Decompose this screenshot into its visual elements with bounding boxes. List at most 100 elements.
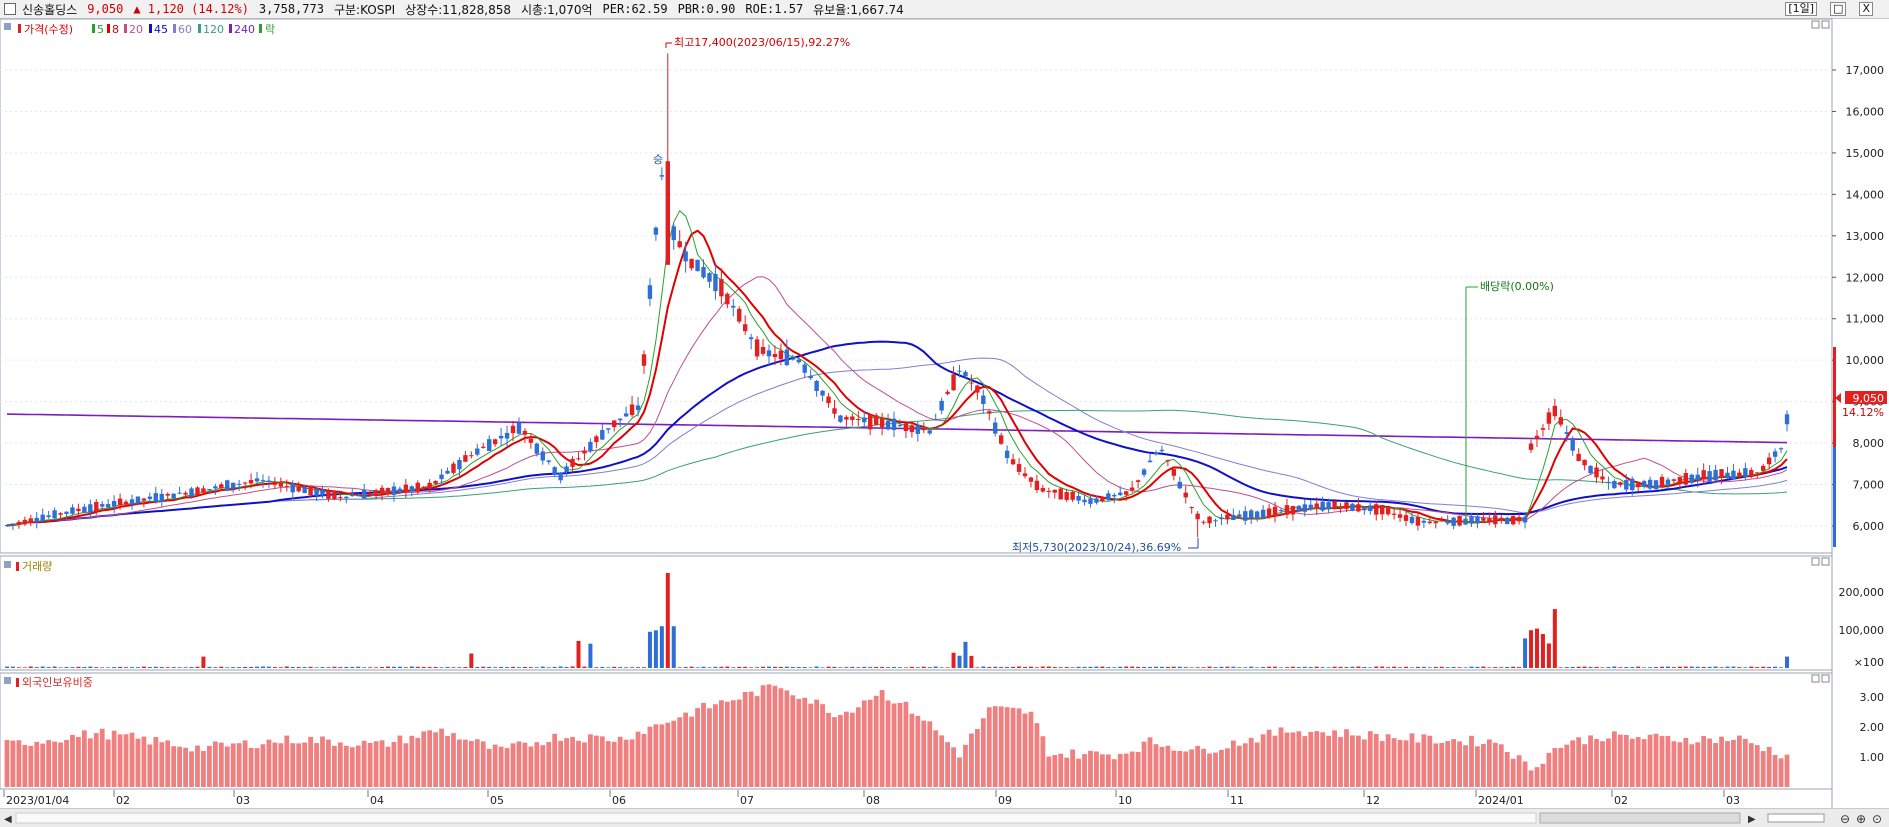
scroll-left-icon[interactable]: ◀: [4, 814, 12, 825]
volume-bar: [1767, 667, 1772, 668]
candle-body: [1784, 414, 1790, 425]
foreign-bar: [951, 747, 956, 787]
foreign-bar: [701, 702, 706, 787]
volume-bar: [1219, 666, 1224, 668]
volume-bar: [362, 667, 367, 668]
foreign-bar: [46, 740, 52, 787]
candle-body: [1451, 517, 1456, 526]
foreign-bar: [355, 745, 361, 787]
candle-body: [826, 396, 831, 404]
foreign-bar: [623, 739, 629, 787]
zoom-slider[interactable]: [1767, 813, 1825, 823]
candle-body: [582, 450, 587, 454]
candle-body: [558, 472, 563, 481]
volume-bar: [1028, 666, 1033, 668]
candle-body: [832, 408, 837, 414]
zoom-in-icon[interactable]: ⊕: [1856, 812, 1866, 826]
month-label: 10: [1118, 794, 1132, 807]
candle-body: [713, 273, 718, 292]
candle-body: [260, 480, 266, 482]
price-tick-label: 6,000: [1853, 520, 1885, 533]
ma60-line: [6, 357, 1788, 526]
volume-bar: [1296, 667, 1301, 668]
foreign-bar: [718, 700, 724, 787]
foreign-bar: [903, 701, 909, 787]
period-button[interactable]: [1일]: [1785, 2, 1818, 16]
volume-bar: [1261, 666, 1266, 668]
panel-buttons[interactable]: [1811, 20, 1830, 683]
candle-body: [522, 430, 528, 435]
candle-body: [897, 425, 903, 427]
volume-bar: [868, 667, 873, 668]
price-tick-label: 12,000: [1846, 271, 1885, 284]
month-label: 04: [370, 794, 384, 807]
scroll-track[interactable]: [15, 812, 1537, 824]
volume-bar: [1785, 656, 1790, 668]
foreign-bar: [1516, 755, 1522, 787]
foreign-bar: [1350, 735, 1355, 787]
foreign-bar: [486, 748, 492, 787]
volume-bar: [731, 667, 736, 668]
volume-bar: [1475, 666, 1480, 668]
scroll-thumb[interactable]: [1539, 812, 1741, 824]
volume-bar: [1386, 667, 1391, 668]
horizontal-scrollbar[interactable]: ◀ ▶ ⊖ ⊕ ⊙: [0, 808, 1889, 827]
zoom-reset-icon[interactable]: ⊙: [1872, 812, 1882, 826]
candle-body: [1671, 479, 1677, 481]
volume-bar: [135, 667, 140, 668]
volume-bar: [1011, 666, 1016, 668]
candle-body: [1171, 469, 1177, 476]
candle-body: [129, 499, 135, 505]
stock-name[interactable]: 신송홀딩스: [22, 2, 78, 17]
price-axis: 17,000 16,000 15,000 14,000 13,000 12,000 11,0…: [1832, 64, 1884, 533]
candle-body: [939, 400, 944, 411]
foreign-bar: [1629, 738, 1635, 787]
foreign-bar: [1469, 735, 1474, 787]
foreign-bar: [1695, 742, 1701, 787]
volume-tick-label: 200,000: [1839, 586, 1885, 599]
restore-button[interactable]: □: [1830, 2, 1847, 16]
volume-bar: [558, 666, 563, 668]
candle-body: [1546, 412, 1552, 424]
candle-body: [46, 515, 51, 518]
scroll-right-icon[interactable]: ▶: [1748, 814, 1756, 825]
foreign-bar: [1457, 741, 1462, 787]
checkbox[interactable]: [4, 3, 16, 15]
candle-body: [1064, 492, 1069, 500]
volume-bar: [177, 667, 182, 668]
candle-body: [52, 510, 57, 519]
foreign-bar: [105, 739, 111, 787]
volume-bar: [784, 666, 789, 668]
foreign-bar: [1564, 744, 1570, 787]
candle-body: [147, 496, 153, 500]
volume-bar: [1159, 666, 1164, 668]
volume-bar: [808, 667, 813, 668]
candle-body: [492, 439, 498, 445]
volume-bar: [903, 667, 908, 668]
foreign-bar: [1183, 751, 1189, 787]
volume-bar: [1183, 667, 1188, 668]
high-label: 최고17,400(2023/06/15),92.27%: [674, 36, 850, 49]
foreign-bar: [337, 742, 343, 787]
foreign-bar: [814, 699, 820, 787]
candle-body: [1499, 517, 1504, 521]
volume-bar: [403, 667, 408, 668]
foreign-bar: [1415, 742, 1421, 787]
foreign-bar: [87, 738, 93, 787]
zoom-out-icon[interactable]: ⊖: [1840, 812, 1850, 826]
volume-bar: [457, 667, 462, 668]
candle-body: [1755, 472, 1760, 474]
volume-bar: [582, 666, 587, 668]
volume-bar: [1231, 666, 1236, 668]
candle-body: [1195, 513, 1200, 520]
legend-ma240: 240: [234, 23, 255, 36]
foreign-bar: [1361, 739, 1367, 787]
candle-body: [10, 523, 16, 525]
volume-bar: [1314, 666, 1319, 668]
candle-body: [1701, 470, 1706, 480]
close-button[interactable]: X: [1859, 2, 1873, 16]
candle-body: [1344, 502, 1349, 509]
volume-bar: [1392, 666, 1397, 668]
foreign-bar: [266, 739, 272, 787]
